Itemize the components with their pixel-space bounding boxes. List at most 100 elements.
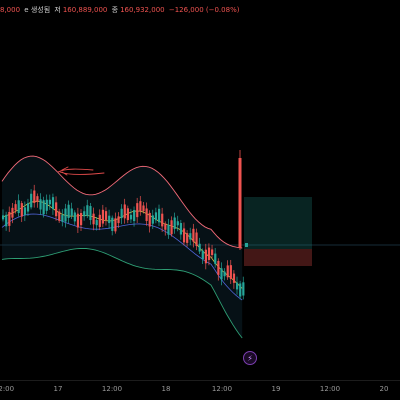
x-tick: 20 (379, 385, 389, 393)
x-tick: 12:00 (101, 385, 123, 393)
candle-body (232, 273, 236, 283)
legend-prefix: 8,000 (0, 6, 21, 14)
candle-body (95, 220, 98, 226)
candle-body (167, 224, 170, 235)
candle-body (161, 213, 164, 227)
candle-body (239, 283, 242, 297)
candle-body (14, 204, 17, 211)
x-tick: 12:00 (0, 385, 15, 393)
candle-body (158, 208, 161, 223)
candle-body (5, 214, 8, 227)
candle-body (86, 205, 89, 216)
candle-body (76, 213, 80, 228)
candle-body (2, 215, 5, 220)
candle-body (201, 250, 204, 260)
candle-body (164, 223, 167, 230)
candle-body (36, 196, 39, 202)
candle-body (70, 208, 73, 216)
candle-body (214, 253, 217, 264)
candle-body (64, 208, 67, 222)
drawing-annotation (57, 166, 105, 176)
x-tick: 12:00 (319, 385, 341, 393)
candle-body (20, 203, 23, 217)
candle-body (98, 214, 101, 227)
ohlc-legend: 8,000 е 생성됨 저 160,889,000 종 160,932,000 −1… (0, 0, 241, 20)
candle-body (182, 228, 186, 243)
x-tick: 12:00 (211, 385, 233, 393)
candle-body (145, 208, 148, 221)
candle-body (139, 201, 142, 212)
high-value: 160,889,000 (62, 6, 108, 14)
candle-body (245, 243, 248, 247)
short-stop-zone (244, 249, 312, 266)
candle-body (195, 232, 198, 246)
candle-body (238, 158, 242, 248)
candle-body (45, 199, 48, 211)
candle-body (55, 202, 58, 217)
candle-body (111, 217, 114, 231)
candle-body (101, 209, 105, 224)
long-target-zone (244, 197, 312, 249)
candle-body (133, 209, 136, 222)
candle-body (61, 214, 64, 222)
candle-body (198, 243, 201, 252)
candle-body (229, 265, 232, 280)
price-chart[interactable] (0, 0, 400, 380)
candle-body (136, 203, 139, 218)
candle-body (217, 260, 220, 275)
lightning-icon[interactable]: ⚡ (243, 351, 257, 365)
candle-body (170, 220, 173, 235)
candle-body (83, 211, 86, 217)
candle-body (186, 233, 189, 243)
candle-body (154, 212, 158, 221)
candle-body (204, 249, 207, 264)
high-label: 저 (54, 6, 61, 14)
candle-body (58, 211, 61, 221)
legend-tail: е 생성됨 (24, 6, 51, 14)
candle-body (207, 247, 211, 261)
candle-body (23, 207, 27, 216)
candle-body (11, 207, 14, 218)
candle-body (148, 212, 151, 227)
candle-body (192, 228, 195, 242)
x-tick: 18 (161, 385, 171, 393)
candle-body (189, 233, 192, 240)
candle-body (151, 215, 154, 224)
candle-body (236, 282, 239, 290)
candle-body (176, 221, 179, 226)
candle-body (117, 216, 120, 224)
bollinger-fill (2, 156, 243, 338)
candle-body (179, 223, 183, 235)
candle-body (129, 214, 133, 220)
candle-body (8, 211, 11, 226)
x-tick: 17 (53, 385, 63, 393)
candle-body (92, 213, 95, 225)
candle-body (51, 197, 55, 209)
candle-body (42, 200, 45, 215)
candle-body (108, 215, 111, 224)
candle-body (120, 208, 123, 219)
candle-body (114, 218, 117, 232)
candle-body (173, 217, 176, 229)
candle-body (89, 206, 92, 221)
candle-body (73, 212, 76, 222)
bollinger-lower (1, 247, 243, 339)
candle-body (17, 200, 20, 214)
candle-body (126, 208, 129, 221)
candle-body (223, 271, 226, 277)
candle-body (80, 212, 83, 226)
candle-body (26, 203, 30, 212)
candle-body (48, 199, 51, 205)
candle-body (30, 193, 33, 208)
candle-body (142, 205, 145, 212)
candle-body (39, 199, 42, 210)
candle-body (242, 282, 245, 296)
close-label: 종 (111, 6, 119, 14)
candle-body (226, 265, 229, 278)
candle-body (67, 204, 70, 218)
x-tick: 19 (271, 385, 281, 393)
time-axis[interactable]: 12:00 17 12:00 18 12:00 19 12:00 20 (0, 380, 400, 400)
close-value: 160,932,000 (120, 6, 165, 14)
bollinger-upper (1, 155, 243, 249)
